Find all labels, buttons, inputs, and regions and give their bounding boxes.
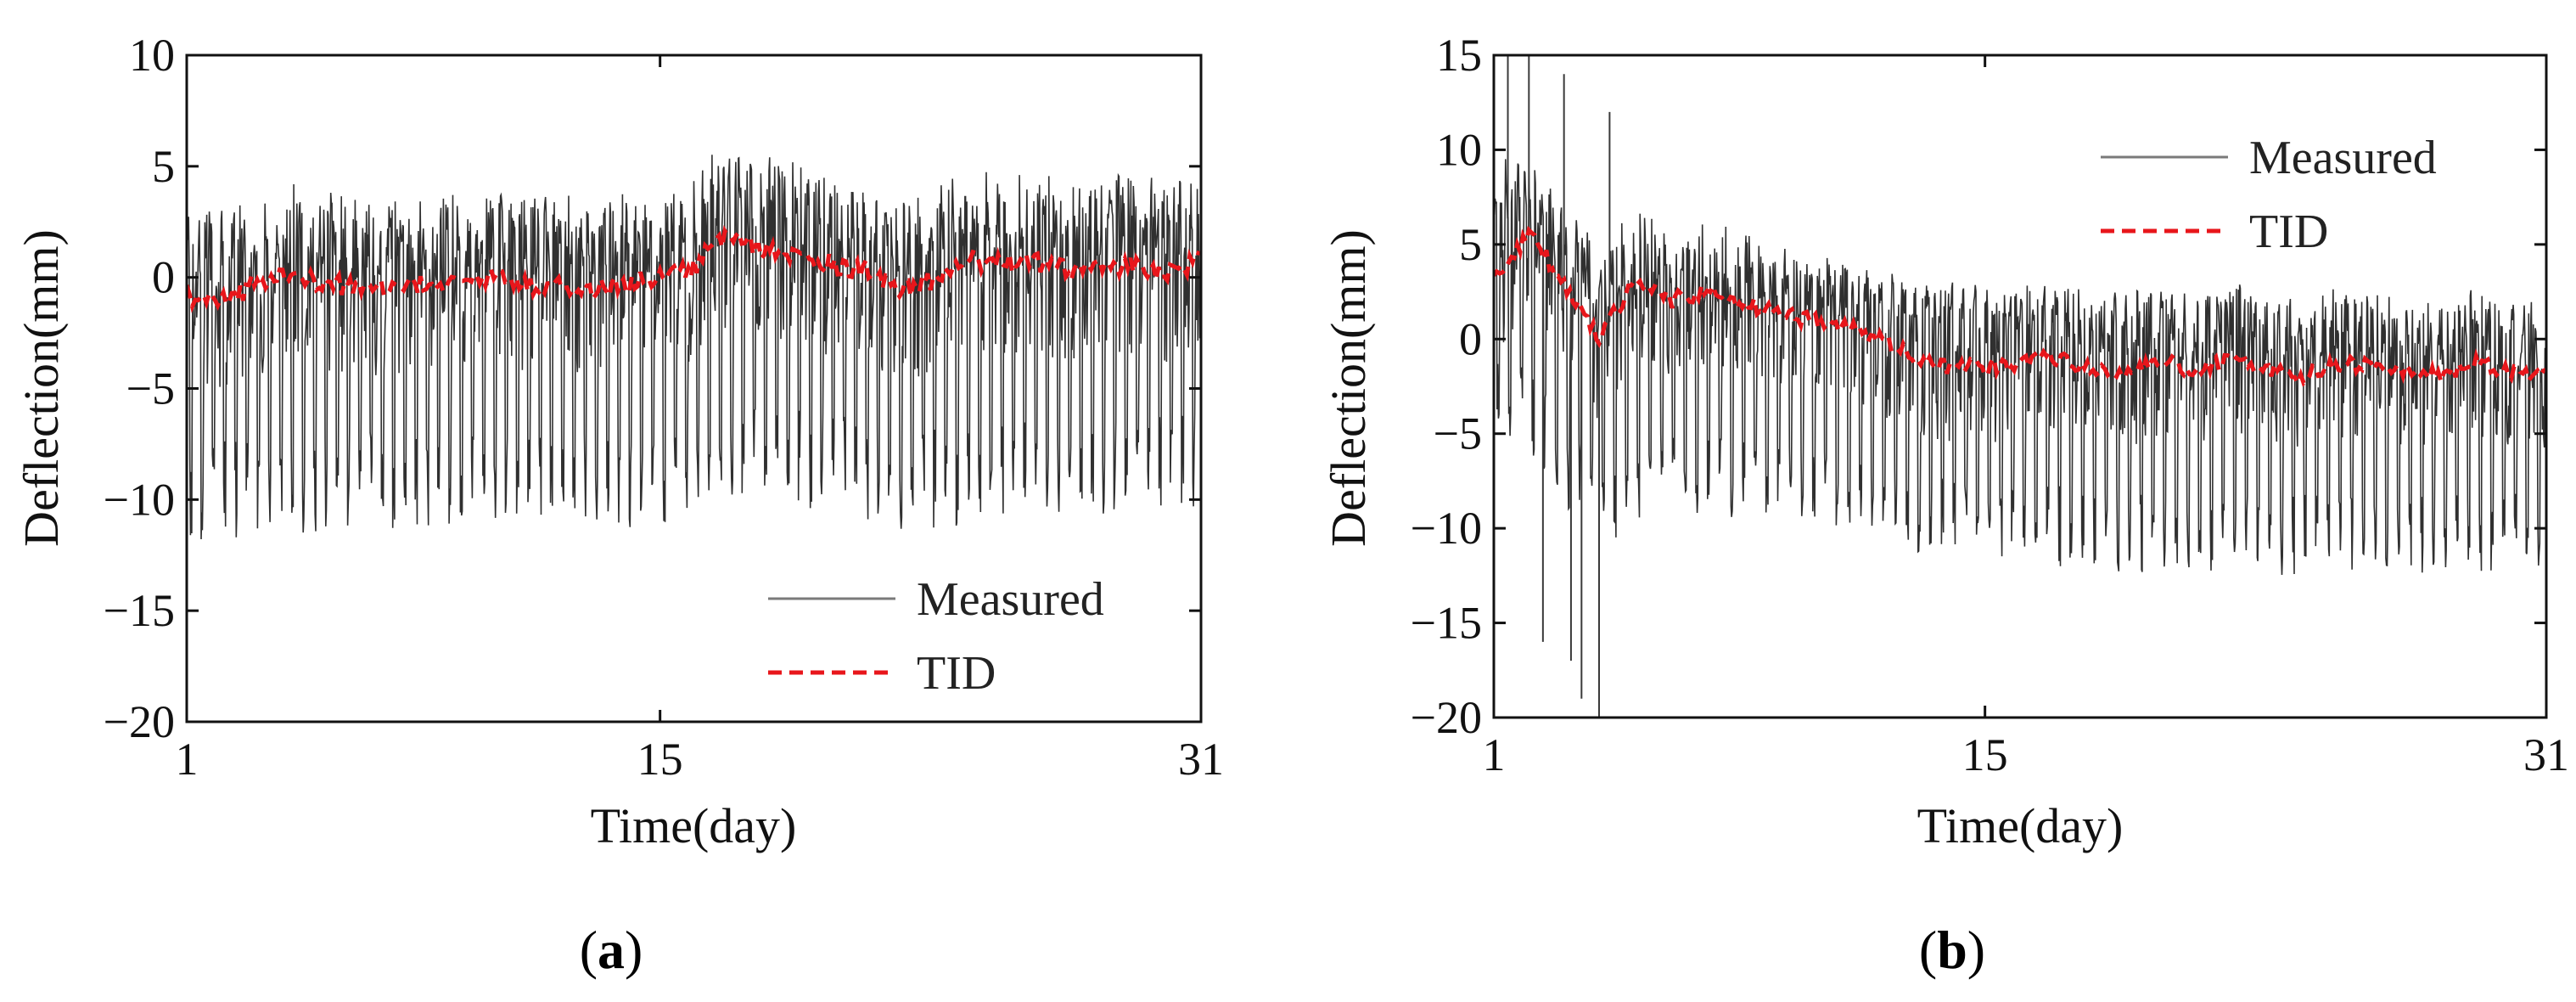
x-tick-label-a-1: 15	[637, 734, 683, 785]
y-tick-label-b-6: 10	[1436, 124, 1482, 175]
x-tick-label-b-1: 15	[1962, 729, 2008, 780]
x-tick-label-a-0: 1	[176, 734, 199, 785]
chart-panel-b: 1 15 31 −20 −15 −10 −5 0 5 10 15 Time(day) Deflect…	[1321, 30, 2569, 853]
y-tick-label-b-7: 15	[1436, 30, 1482, 81]
x-axis-label-a: Time(day)	[591, 798, 797, 853]
y-tick-label-b-5: 5	[1459, 219, 1482, 270]
y-axis-label-b: Deflection(mm)	[1321, 229, 1376, 547]
legend-tid-label-a: TID	[917, 647, 996, 700]
series-tid-a	[187, 225, 1201, 313]
plot-frame-b	[1492, 53, 2548, 719]
axis-ticks-a: 1 15 31 −20 −15 −10 −5 0 5 10	[104, 30, 1224, 785]
measured-trace-b	[1494, 159, 2546, 576]
y-tick-label-a-6: 10	[129, 30, 175, 81]
legend-tid-label-b: TID	[2249, 205, 2328, 258]
x-tick-label-b-0: 1	[1483, 729, 1506, 780]
y-tick-label-b-2: −10	[1411, 503, 1482, 554]
panel-label-a-letter: a	[598, 920, 625, 980]
x-axis-label-b: Time(day)	[1917, 798, 2124, 853]
series-measured-a	[187, 155, 1201, 540]
measured-trace-a	[187, 155, 1201, 540]
series-tid-b	[1494, 225, 2546, 390]
legend-measured-label-b: Measured	[2249, 132, 2437, 184]
y-tick-label-a-4: 0	[152, 252, 175, 303]
y-axis-label-a: Deflection(mm)	[14, 229, 69, 547]
panel-label-b: (b)	[1919, 920, 1985, 980]
panel-label-b-letter: b	[1937, 920, 1967, 980]
y-tick-label-a-0: −20	[104, 696, 175, 747]
y-tick-label-b-0: −20	[1411, 692, 1482, 743]
x-tick-label-b-2: 31	[2523, 729, 2569, 780]
y-tick-label-a-2: −10	[104, 474, 175, 525]
y-tick-label-a-5: 5	[152, 141, 175, 192]
panel-label-a-close: )	[625, 920, 643, 980]
legend-a: Measured TID	[768, 573, 1104, 700]
panel-label-b-close: )	[1967, 920, 1985, 980]
chart-panel-a: 1 15 31 −20 −15 −10 −5 0 5 10 Time(day) Deflectio…	[14, 30, 1224, 853]
y-tick-label-b-1: −15	[1411, 598, 1482, 649]
panel-label-a-open: (	[580, 920, 598, 980]
x-tick-label-a-2: 31	[1178, 734, 1224, 785]
y-tick-label-a-3: −5	[126, 363, 175, 414]
y-tick-label-b-3: −5	[1434, 408, 1482, 459]
axis-ticks-b: 1 15 31 −20 −15 −10 −5 0 5 10 15	[1411, 30, 2569, 780]
y-tick-label-a-1: −15	[104, 585, 175, 636]
legend-b: Measured TID	[2101, 132, 2437, 258]
y-tick-label-b-4: 0	[1459, 313, 1482, 364]
panel-label-a: (a)	[580, 920, 643, 980]
panel-label-b-open: (	[1919, 920, 1937, 980]
legend-measured-label-a: Measured	[917, 573, 1104, 626]
